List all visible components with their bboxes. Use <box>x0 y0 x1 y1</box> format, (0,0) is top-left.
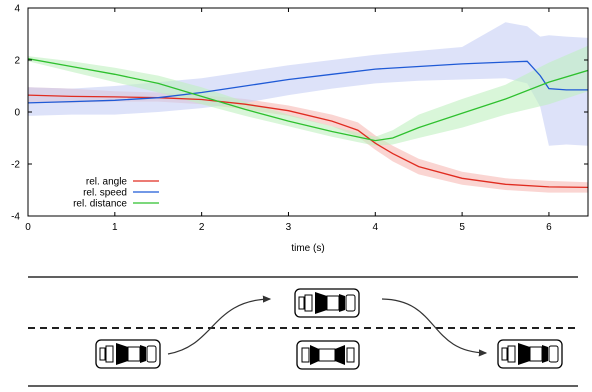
series-lines <box>28 58 588 189</box>
x-tick-label: 0 <box>25 222 31 233</box>
x-axis-title: time (s) <box>291 243 324 254</box>
car-icon-start <box>95 339 161 369</box>
y-tick-label: 0 <box>14 108 20 119</box>
legend-label: rel. speed <box>83 188 127 199</box>
y-tick-label: 4 <box>14 4 20 15</box>
x-tick-label: 1 <box>112 222 118 233</box>
x-axis: 0 1 2 3 4 5 6 <box>25 8 552 233</box>
rel-angle-line <box>28 94 588 189</box>
y-tick-label: 2 <box>14 56 20 67</box>
rel-distance-band <box>28 45 588 146</box>
y-axis: -4 -2 0 2 4 <box>11 4 588 223</box>
confidence-bands <box>28 22 588 193</box>
maneuver-illustration <box>28 276 578 387</box>
y-tick-label: -2 <box>11 160 20 171</box>
rel-speed-band <box>28 22 588 146</box>
x-tick-label: 5 <box>459 222 465 233</box>
y-tick-label: -4 <box>11 212 20 223</box>
legend-label: rel. distance <box>73 199 127 210</box>
x-tick-label: 2 <box>199 222 205 233</box>
x-tick-label: 4 <box>373 222 379 233</box>
x-tick-label: 6 <box>546 222 552 233</box>
trajectory-arrow-return <box>381 298 488 357</box>
trajectory-arrow-merge <box>167 295 272 355</box>
legend-label: rel. angle <box>86 177 128 188</box>
car-icon-end <box>497 339 563 369</box>
rel-distance-line <box>28 58 588 142</box>
rel-speed-line <box>28 60 588 104</box>
car-icon-overtaken <box>296 340 360 370</box>
car-icon-overtaking <box>294 288 360 318</box>
x-tick-label: 3 <box>286 222 292 233</box>
